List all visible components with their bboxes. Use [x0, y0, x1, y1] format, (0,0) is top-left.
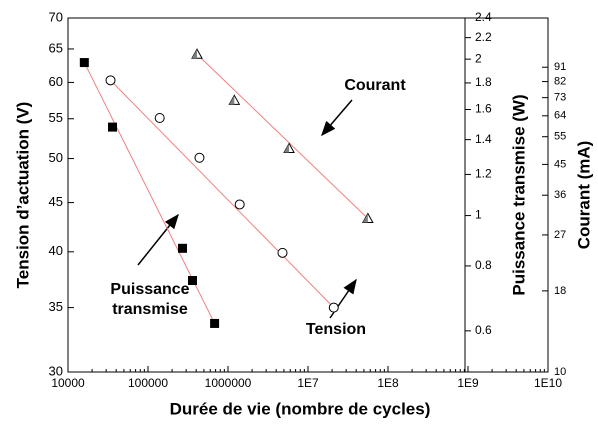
y3-tick-label: 10 [554, 366, 566, 378]
y3-tick-label: 91 [554, 61, 566, 73]
y-tick-label: 40 [49, 243, 63, 258]
point [194, 152, 205, 163]
annotation: Puissance transmise [110, 281, 190, 318]
y3-tick-label: 64 [554, 110, 566, 122]
y2-tick-label: 1.8 [475, 75, 492, 89]
y3-axis-title: Courant (mA) [574, 141, 593, 250]
y-tick-label: 50 [49, 150, 63, 165]
y3-tick-label: 18 [554, 285, 566, 297]
point-part [284, 143, 290, 153]
point [108, 122, 118, 132]
y2-tick-label: 2.2 [475, 30, 492, 44]
y3-tick-label: 82 [554, 76, 566, 88]
point [210, 318, 220, 328]
y3-tick-label: 73 [554, 92, 566, 104]
y-tick-label: 60 [49, 74, 63, 89]
arrow [321, 99, 353, 137]
point [105, 75, 116, 86]
point [188, 275, 198, 285]
point [178, 243, 188, 253]
y-tick-label: 45 [49, 194, 63, 209]
y-tick-label: 30 [49, 363, 63, 378]
y2-tick-label: 2.4 [475, 10, 492, 24]
y2-tick-label: 1 [475, 208, 482, 222]
x-tick-label: 1000000 [205, 376, 252, 390]
point-part [229, 95, 235, 105]
y-axis-title: Tension d’actuation (V) [13, 102, 32, 289]
x-tick-label: 1E9 [457, 376, 479, 390]
point-part [362, 213, 368, 223]
y3-tick-label: 55 [554, 131, 566, 143]
point [328, 302, 339, 313]
y2-tick-label: 1.6 [475, 102, 492, 116]
x-tick-label: 1E7 [297, 376, 319, 390]
y-tick-label: 35 [49, 299, 63, 314]
y2-tick-label: 2 [475, 51, 482, 65]
y2-tick-label: 0.8 [475, 258, 492, 272]
y2-tick-label: 0.6 [475, 323, 492, 337]
point [283, 142, 295, 154]
y3-tick-label: 45 [554, 158, 566, 170]
point [234, 199, 245, 210]
point [277, 247, 288, 258]
point [362, 212, 374, 224]
y-tick-label: 70 [49, 9, 63, 24]
y3-tick-label: 27 [554, 229, 566, 241]
annotation: Tension [305, 321, 367, 338]
y2-axis-title: Puissance transmise (W) [509, 94, 528, 295]
point-part [192, 49, 198, 59]
y2-tick-label: 1.2 [475, 167, 492, 181]
point [154, 112, 165, 123]
annotation: Courant [344, 77, 406, 94]
point [79, 58, 89, 68]
y2-tick-label: 1.4 [475, 132, 492, 146]
fit-line [196, 53, 369, 219]
x-axis-title: Durée de vie (nombre de cycles) [170, 399, 431, 418]
x-tick-label: 100000 [128, 376, 168, 390]
y3-tick-label: 36 [554, 189, 566, 201]
x-tick-label: 1E10 [534, 376, 562, 390]
y-tick-label: 55 [49, 110, 63, 125]
fit-line [110, 79, 335, 308]
x-tick-label: 1E8 [377, 376, 399, 390]
point [191, 48, 203, 59]
arrow [137, 213, 179, 266]
point [228, 94, 241, 105]
x-tick-label: 10000 [51, 376, 85, 390]
y-tick-label: 65 [49, 40, 63, 55]
